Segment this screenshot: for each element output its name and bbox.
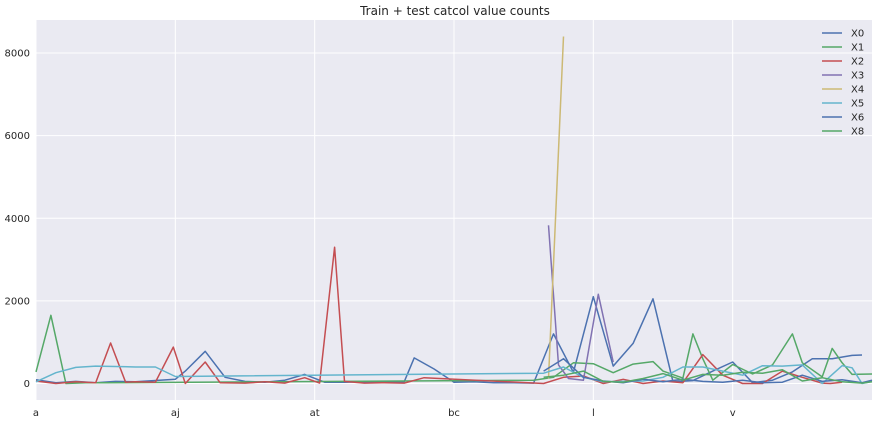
legend-label: X6 — [851, 113, 864, 124]
x-tick-label: l — [592, 408, 595, 419]
y-tick-label: 6000 — [5, 131, 30, 142]
legend-label: X3 — [851, 71, 864, 82]
y-tick-label: 8000 — [5, 49, 30, 60]
y-tick-label: 4000 — [5, 214, 30, 225]
legend-label: X2 — [851, 57, 864, 68]
series-line-x4 — [547, 36, 565, 379]
series-line-x1 — [35, 314, 873, 385]
x-tick-label: aj — [171, 408, 180, 419]
series-line-x2 — [35, 246, 843, 385]
legend-label: X8 — [851, 127, 864, 138]
series-line-x3 — [547, 225, 614, 381]
y-tick-label: 2000 — [5, 296, 30, 307]
series-line-x8 — [543, 369, 873, 384]
series-line-x0 — [35, 295, 863, 384]
x-tick-label: at — [310, 408, 320, 419]
x-tick-label: bc — [448, 408, 460, 419]
x-tick-label: v — [730, 408, 736, 419]
x-tick-label: a — [33, 408, 39, 419]
legend-label: X0 — [851, 29, 864, 40]
legend-label: X1 — [851, 43, 864, 54]
legend-label: X4 — [851, 85, 864, 96]
chart-title: Train + test catcol value counts — [359, 4, 550, 18]
y-tick-label: 0 — [24, 379, 30, 390]
series-line-x5 — [35, 364, 873, 385]
legend-label: X5 — [851, 99, 864, 110]
